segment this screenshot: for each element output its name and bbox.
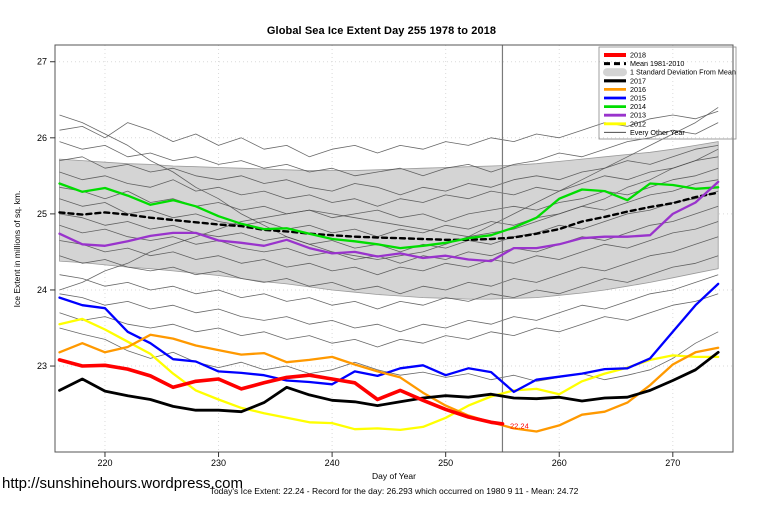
every-other-year-line (59, 145, 719, 196)
series-2015 (58, 282, 720, 394)
every-other-year-line (59, 293, 719, 348)
plot-border (54, 44, 734, 453)
legend-item-every-other-year: Every Other Year (604, 128, 685, 137)
every-other-year-lines (59, 107, 719, 382)
y-tick-label: 23 (37, 361, 47, 371)
every-other-year-line (59, 179, 719, 238)
legend-item-2013: 2013 (604, 111, 646, 120)
x-tick-label: 250 (438, 458, 453, 468)
every-other-year-line (59, 236, 719, 295)
x-tick-label: 270 (665, 458, 680, 468)
every-other-year-line (59, 156, 719, 207)
every-other-year-line (59, 205, 719, 264)
series-2014 (58, 182, 720, 250)
every-other-year-line (59, 190, 719, 253)
legend-item-2012: 2012 (604, 119, 646, 128)
y-tick-label: 24 (37, 285, 47, 295)
legend-box (598, 46, 737, 140)
legend-label: 2016 (630, 85, 646, 94)
legend-label: 2015 (630, 94, 646, 103)
legend-item-2014: 2014 (604, 102, 646, 111)
every-other-year-line (59, 122, 719, 177)
legend-band-glyph (603, 68, 627, 77)
legend-label: 2018 (630, 51, 646, 60)
series-2017 (58, 350, 720, 414)
x-tick-label: 240 (325, 458, 340, 468)
series-2013 (58, 180, 720, 263)
x-tick-label: 220 (97, 458, 112, 468)
series-2018 (57, 358, 505, 426)
std-deviation-band (59, 141, 719, 300)
axes: 220 230 240 250 260 270 23 24 25 26 27 (37, 57, 680, 468)
legend-label: 2013 (630, 111, 646, 120)
x-tick-label: 260 (552, 458, 567, 468)
y-tick-label: 25 (37, 209, 47, 219)
legend-item-2016: 2016 (604, 85, 646, 94)
legend-item-mean-1981-2010: Mean 1981-2010 (604, 59, 684, 68)
series-2016 (58, 333, 720, 433)
every-other-year-line (59, 274, 719, 333)
legend-label: 2012 (630, 119, 646, 128)
footer-note: Today's Ice Extent: 22.24 - Record for t… (209, 486, 579, 496)
every-other-year-line (59, 107, 719, 260)
legend-item-2017: 2017 (604, 76, 646, 85)
every-other-year-line (59, 221, 719, 276)
chart-title: Global Sea Ice Extent Day 255 1978 to 20… (266, 25, 497, 37)
legend-label: Every Other Year (630, 128, 685, 137)
x-axis-label: Day of Year (372, 471, 416, 481)
legend-item-1-standard-deviation-from-mean: 1 Standard Deviation From Mean (603, 68, 736, 77)
legend-item-2018: 2018 (604, 51, 646, 60)
series-mean-1981-2010 (58, 191, 720, 242)
every-other-year-line (59, 148, 719, 291)
watermark-url: http://sunshinehours.wordpress.com (2, 475, 243, 492)
legend-item-2015: 2015 (604, 94, 646, 103)
current-value-annotation: 22.24 (510, 422, 529, 431)
y-axis-label: Ice Extent in millions of sq. km. (12, 190, 22, 308)
legend-label: 1 Standard Deviation From Mean (630, 68, 736, 77)
legend-label: 2017 (630, 76, 646, 85)
x-tick-label: 230 (211, 458, 226, 468)
y-tick-label: 27 (37, 57, 47, 67)
y-tick-label: 26 (37, 133, 47, 143)
every-other-year-line (59, 255, 719, 310)
legend-label: 2014 (630, 102, 646, 111)
legend-label: Mean 1981-2010 (630, 59, 684, 68)
series-2012 (58, 317, 720, 432)
